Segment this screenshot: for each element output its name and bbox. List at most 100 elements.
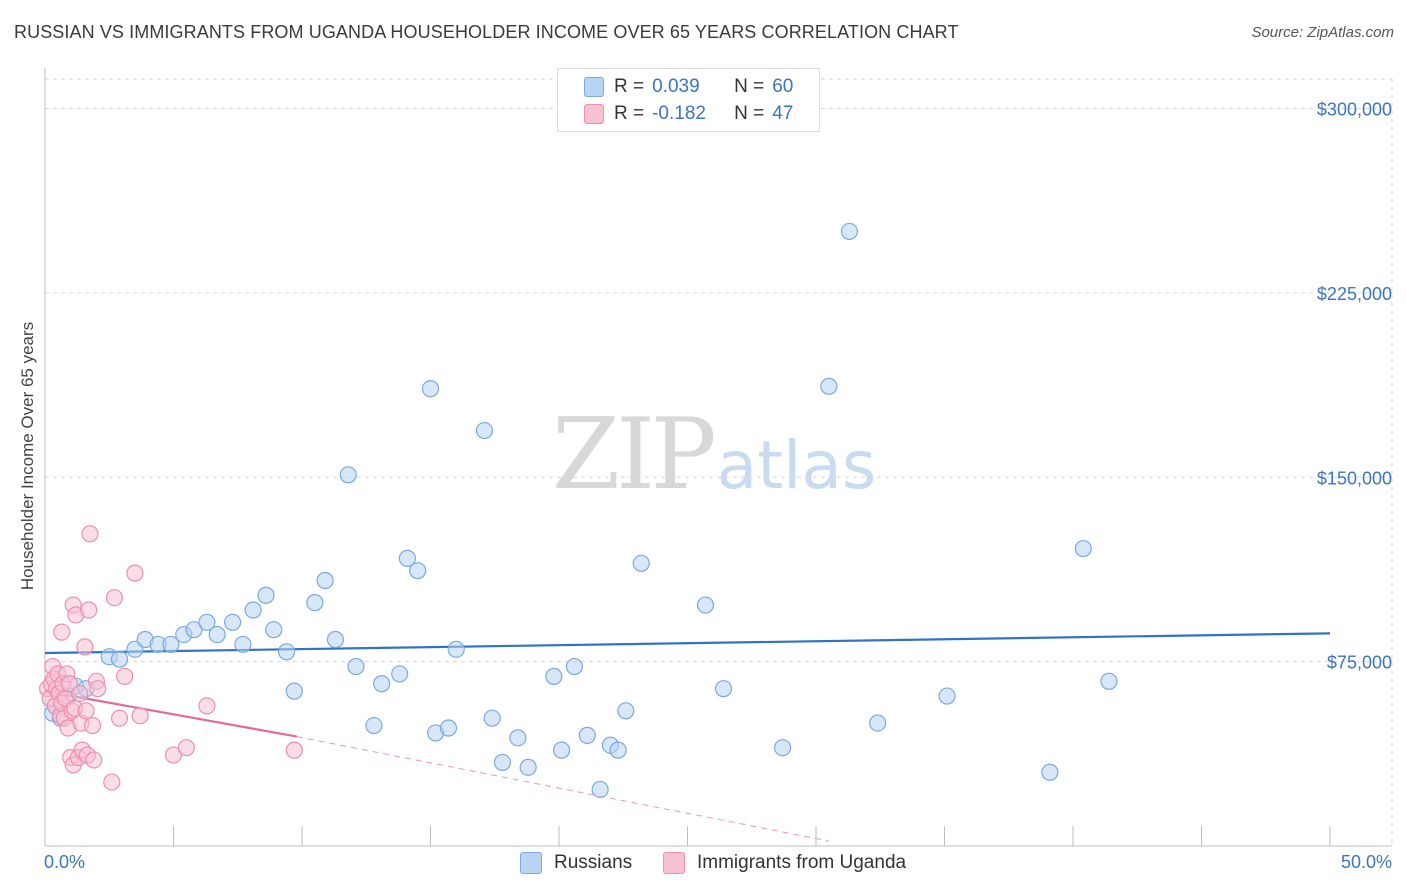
russians-point (306, 594, 324, 612)
russians-point (869, 714, 887, 732)
russians-point (373, 675, 391, 693)
n-value-russians: 60 (772, 76, 794, 97)
russians-point (840, 222, 859, 241)
russians-point (591, 780, 609, 799)
y-tick-label: $150,000 (1317, 468, 1392, 488)
uganda-point (110, 709, 129, 727)
uganda-point (76, 638, 94, 656)
russians-point (632, 554, 650, 572)
y-tick-labels: $75,000 $150,000 $225,000 $300,000 (1317, 100, 1392, 673)
n-value-uganda: 47 (772, 103, 794, 124)
russians-point (316, 571, 334, 590)
russians-point (820, 377, 838, 395)
uganda-point (89, 680, 107, 698)
series-legend: Russians Immigrants from Uganda (0, 852, 1406, 878)
uganda-legend-label: Immigrants from Uganda (697, 852, 907, 873)
russians-point (938, 687, 956, 705)
russians-point (110, 650, 129, 668)
russians-point (439, 719, 458, 737)
russians-point (714, 680, 733, 698)
uganda-point (80, 601, 98, 619)
russians-point (234, 635, 252, 654)
legend-row-russians: R = 0.039 N = 60 (558, 74, 793, 100)
russians-legend-swatch (520, 852, 542, 874)
russians-point (391, 665, 409, 683)
russians-point (257, 586, 275, 604)
y-tick-label: $225,000 (1317, 284, 1392, 304)
russians-point (475, 421, 494, 440)
russians-point (617, 702, 635, 720)
x-axis-max-label: 50.0% (1340, 852, 1392, 872)
y-tick-label: $75,000 (1327, 653, 1392, 673)
uganda-point (77, 702, 95, 720)
russians-point (609, 741, 627, 759)
russians-point (326, 630, 345, 649)
n-label: N = (734, 103, 765, 124)
russians-point (493, 753, 512, 772)
watermark-zip: ZIP (552, 398, 717, 512)
x-axis-min-label: 0.0% (44, 852, 86, 872)
russians-point (696, 596, 715, 614)
russians-point (483, 709, 501, 727)
watermark-atlas: atlas (716, 427, 877, 504)
russians-point (198, 613, 216, 631)
chart-title: RUSSIAN VS IMMIGRANTS FROM UGANDA HOUSEH… (14, 22, 959, 42)
axes (44, 68, 1392, 847)
russians-point (365, 716, 383, 735)
russians-point (265, 621, 283, 639)
n-label: N = (734, 76, 765, 97)
uganda-point (131, 707, 149, 725)
watermark: ZIPatlas (552, 398, 876, 512)
russians-point (565, 657, 584, 676)
gridlines (45, 78, 1393, 846)
uganda-point (126, 564, 144, 582)
correlation-legend: R = 0.039 N = 60 R = -0.182 N = 47 (557, 68, 820, 132)
russians-point (773, 739, 792, 757)
russians-point (1041, 763, 1059, 781)
source-label: Source: ZipAtlas.com (1251, 24, 1394, 41)
uganda-point (85, 751, 103, 769)
uganda-point (81, 525, 99, 543)
russians-trend-line (44, 632, 1331, 655)
russians-point (409, 562, 427, 580)
r-label: R = (614, 76, 645, 97)
trend-lines (44, 632, 1331, 842)
r-value-russians: 0.039 (652, 76, 700, 97)
russians-point (421, 380, 440, 398)
uganda-point (53, 623, 71, 641)
russians-point (185, 621, 203, 639)
russians-point (552, 741, 571, 759)
russians-point (224, 613, 242, 631)
r-label: R = (614, 103, 645, 124)
uganda-point (83, 716, 102, 735)
uganda-point (71, 684, 89, 703)
uganda-trend-line (44, 690, 298, 738)
russians-point (208, 625, 226, 644)
russians-point (285, 682, 303, 700)
uganda-point (285, 741, 303, 759)
russians-point (339, 466, 357, 484)
uganda-point (177, 739, 195, 757)
y-tick-label: $300,000 (1317, 100, 1392, 120)
uganda-trend-extension (296, 736, 829, 842)
legend-item-russians: Russians (520, 852, 632, 874)
russians-point (244, 601, 262, 619)
russians-point (398, 549, 416, 567)
uganda-points (38, 525, 303, 791)
uganda-point (116, 667, 134, 685)
russians-point (1100, 672, 1118, 690)
uganda-legend-swatch (663, 852, 685, 874)
russians-point (447, 640, 465, 658)
russians-swatch (584, 77, 604, 97)
russians-point (545, 667, 563, 685)
r-value-uganda: -0.182 (652, 103, 706, 124)
uganda-point (103, 773, 121, 791)
russians-point (1074, 539, 1092, 558)
russians-point (162, 635, 180, 654)
uganda-point (198, 697, 216, 715)
russians-points (44, 222, 1118, 799)
uganda-point (105, 589, 123, 607)
uganda-swatch (584, 104, 604, 124)
russians-point (509, 729, 527, 747)
